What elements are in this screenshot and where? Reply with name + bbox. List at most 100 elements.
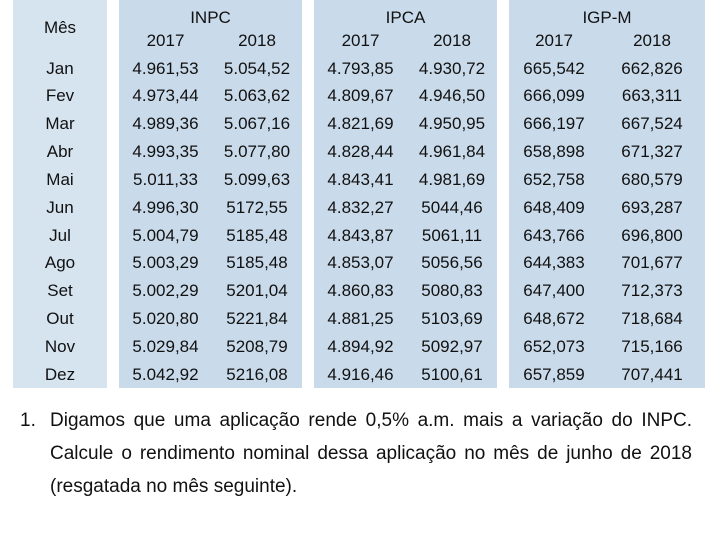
value-cell-ipca-2017: 4.860,83 <box>314 276 407 305</box>
month-cell: Ago <box>13 248 107 277</box>
column-gap <box>107 221 119 249</box>
column-gap <box>107 137 119 166</box>
value-cell-ipca-2018: 5056,56 <box>407 248 497 277</box>
value-cell-inpc-2017: 5.003,29 <box>119 248 212 277</box>
column-gap <box>107 193 119 222</box>
column-gap <box>107 304 119 333</box>
value-cell-ipca-2017: 4.821,69 <box>314 109 407 138</box>
value-cell-ipca-2018: 5100,61 <box>407 360 497 388</box>
value-cell-ipca-2018: 5103,69 <box>407 304 497 333</box>
value-cell-ipca-2018: 5044,46 <box>407 193 497 222</box>
month-cell: Jun <box>13 193 107 222</box>
value-cell-inpc-2018: 5.054,52 <box>212 54 302 83</box>
value-cell-igpm-2018: 693,287 <box>599 193 706 222</box>
column-gap <box>107 54 119 83</box>
value-cell-ipca-2017: 4.916,46 <box>314 360 407 388</box>
value-cell-inpc-2017: 5.042,92 <box>119 360 212 388</box>
year-header-igpm-2017: 2017 <box>509 26 599 55</box>
table-row: Jul 5.004,79 5185,48 4.843,87 5061,11 643,766… <box>13 221 706 249</box>
table-row: Fev 4.973,44 5.063,62 4.809,67 4.946,50 666,0… <box>13 82 706 110</box>
month-cell: Abr <box>13 137 107 166</box>
value-cell-inpc-2017: 5.020,80 <box>119 304 212 333</box>
value-cell-ipca-2018: 5092,97 <box>407 332 497 361</box>
month-cell: Jan <box>13 54 107 83</box>
column-gap <box>302 165 314 194</box>
value-cell-igpm-2017: 657,859 <box>509 360 599 388</box>
year-header-igpm-2018: 2018 <box>599 26 706 55</box>
month-column-header: Mês <box>13 0 107 55</box>
column-gap <box>497 332 509 361</box>
value-cell-ipca-2017: 4.853,07 <box>314 248 407 277</box>
value-cell-ipca-2018: 4.946,50 <box>407 82 497 110</box>
value-cell-inpc-2017: 4.989,36 <box>119 109 212 138</box>
table-row: Ago 5.003,29 5185,48 4.853,07 5056,56 644,383… <box>13 248 706 277</box>
value-cell-igpm-2018: 696,800 <box>599 221 706 249</box>
value-cell-ipca-2017: 4.809,67 <box>314 82 407 110</box>
column-gap <box>107 109 119 138</box>
value-cell-igpm-2017: 643,766 <box>509 221 599 249</box>
value-cell-inpc-2017: 5.029,84 <box>119 332 212 361</box>
table-row: Out 5.020,80 5221,84 4.881,25 5103,69 648,672… <box>13 304 706 333</box>
value-cell-igpm-2017: 666,099 <box>509 82 599 110</box>
column-gap <box>497 109 509 138</box>
value-cell-igpm-2018: 671,327 <box>599 137 706 166</box>
table-row: Nov 5.029,84 5208,79 4.894,92 5092,97 652,073… <box>13 332 706 361</box>
value-cell-igpm-2017: 648,672 <box>509 304 599 333</box>
year-header-inpc-2017: 2017 <box>119 26 212 55</box>
column-gap <box>497 137 509 166</box>
table-row: Abr 4.993,35 5.077,80 4.828,44 4.961,84 658,8… <box>13 137 706 166</box>
value-cell-igpm-2018: 667,524 <box>599 109 706 138</box>
value-cell-ipca-2018: 4.981,69 <box>407 165 497 194</box>
value-cell-ipca-2018: 4.930,72 <box>407 54 497 83</box>
month-cell: Mar <box>13 109 107 138</box>
column-gap <box>497 54 509 83</box>
table-row: Jan 4.961,53 5.054,52 4.793,85 4.930,72 665,5… <box>13 54 706 83</box>
month-cell: Jul <box>13 221 107 249</box>
column-gap <box>497 165 509 194</box>
value-cell-inpc-2018: 5.063,62 <box>212 82 302 110</box>
value-cell-ipca-2017: 4.843,87 <box>314 221 407 249</box>
value-cell-inpc-2017: 5.004,79 <box>119 221 212 249</box>
value-cell-inpc-2017: 5.002,29 <box>119 276 212 305</box>
value-cell-inpc-2018: 5.067,16 <box>212 109 302 138</box>
column-gap <box>302 0 314 55</box>
column-gap <box>497 360 509 388</box>
value-cell-inpc-2018: 5.077,80 <box>212 137 302 166</box>
column-gap <box>302 221 314 249</box>
value-cell-igpm-2017: 665,542 <box>509 54 599 83</box>
year-header-inpc-2018: 2018 <box>212 26 302 55</box>
value-cell-igpm-2018: 715,166 <box>599 332 706 361</box>
value-cell-inpc-2018: 5216,08 <box>212 360 302 388</box>
month-cell: Fev <box>13 82 107 110</box>
month-cell: Dez <box>13 360 107 388</box>
year-header-ipca-2017: 2017 <box>314 26 407 55</box>
group-header-ipca: IPCA <box>314 0 497 26</box>
column-gap <box>497 193 509 222</box>
value-cell-inpc-2018: 5185,48 <box>212 221 302 249</box>
month-cell: Nov <box>13 332 107 361</box>
value-cell-ipca-2018: 4.950,95 <box>407 109 497 138</box>
column-gap <box>107 332 119 361</box>
column-gap <box>302 248 314 277</box>
value-cell-igpm-2018: 663,311 <box>599 82 706 110</box>
column-gap <box>302 137 314 166</box>
exercise-question: 1. Digamos que uma aplicação rende 0,5% … <box>20 404 692 503</box>
value-cell-igpm-2018: 712,373 <box>599 276 706 305</box>
table-row: Jun 4.996,30 5172,55 4.832,27 5044,46 648,409… <box>13 193 706 222</box>
value-cell-ipca-2017: 4.828,44 <box>314 137 407 166</box>
column-gap <box>107 165 119 194</box>
column-gap <box>497 248 509 277</box>
value-cell-igpm-2017: 647,400 <box>509 276 599 305</box>
value-cell-inpc-2017: 4.996,30 <box>119 193 212 222</box>
value-cell-ipca-2017: 4.894,92 <box>314 332 407 361</box>
column-gap <box>302 360 314 388</box>
value-cell-inpc-2018: 5201,04 <box>212 276 302 305</box>
value-cell-ipca-2017: 4.793,85 <box>314 54 407 83</box>
table-row: Set 5.002,29 5201,04 4.860,83 5080,83 647,400… <box>13 276 706 305</box>
value-cell-igpm-2017: 652,073 <box>509 332 599 361</box>
column-gap <box>107 276 119 305</box>
column-gap <box>302 82 314 110</box>
column-gap <box>302 304 314 333</box>
value-cell-inpc-2018: 5.099,63 <box>212 165 302 194</box>
value-cell-igpm-2017: 658,898 <box>509 137 599 166</box>
